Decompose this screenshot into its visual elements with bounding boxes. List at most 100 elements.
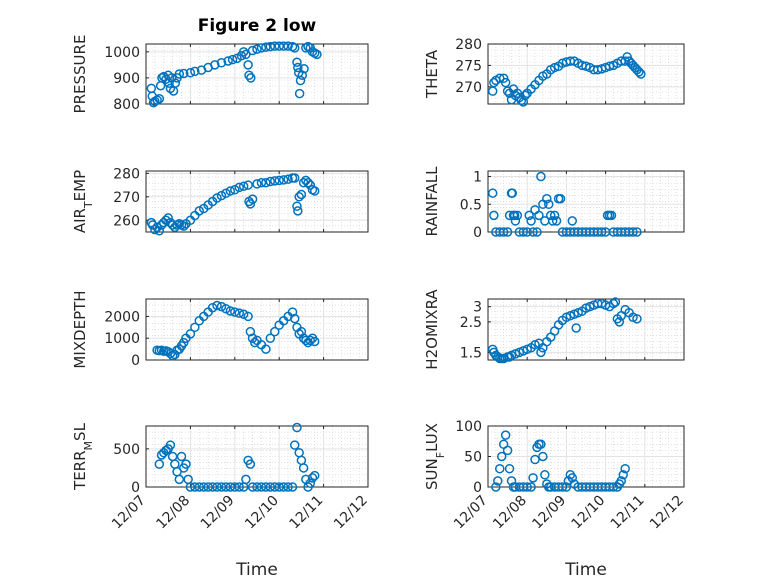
data-point xyxy=(532,227,542,237)
y-axis-label: AIRTEMP xyxy=(71,170,95,233)
x-tick-label: 12/12 xyxy=(647,493,687,533)
data-point xyxy=(157,73,167,83)
data-point xyxy=(270,326,280,337)
minor-grid xyxy=(487,43,685,105)
x-tick-label: 12/12 xyxy=(331,493,371,533)
y-axis-label: THETA xyxy=(423,49,441,99)
data-point xyxy=(194,482,205,492)
data-point xyxy=(243,180,253,190)
x-tick-label: 12/11 xyxy=(608,493,648,533)
data-series xyxy=(487,171,642,237)
data-point xyxy=(243,60,253,70)
data-point xyxy=(163,213,173,223)
data-point xyxy=(312,49,322,60)
data-point xyxy=(551,216,562,226)
data-point xyxy=(207,482,218,492)
data-point xyxy=(489,210,499,221)
data-series xyxy=(491,430,630,492)
axes-box xyxy=(145,170,369,233)
data-point xyxy=(212,482,222,492)
data-point xyxy=(234,182,244,193)
data-point xyxy=(223,56,233,66)
data-point xyxy=(270,176,280,186)
y-axis-label: RAINFALL xyxy=(423,166,441,237)
data-point xyxy=(241,474,251,485)
data-point xyxy=(536,347,546,358)
data-point xyxy=(170,459,180,469)
data-point xyxy=(252,482,262,492)
data-point xyxy=(287,482,298,492)
data-point xyxy=(524,210,534,221)
data-point xyxy=(518,97,529,107)
data-point xyxy=(536,439,546,450)
data-point xyxy=(520,90,530,101)
data-point xyxy=(620,463,630,474)
data-point xyxy=(244,70,254,81)
data-point xyxy=(289,173,300,183)
data-point xyxy=(246,73,256,83)
data-point xyxy=(198,482,209,492)
axes-box xyxy=(487,298,685,361)
y-tick-label: 800 xyxy=(113,97,140,113)
axes-box xyxy=(487,43,685,105)
y-tick-label: 260 xyxy=(113,213,140,229)
subplot-5: 0 1000 2000 MIXDEPTH xyxy=(71,290,369,369)
data-point xyxy=(154,94,165,104)
y-tick-label: 270 xyxy=(455,80,482,96)
data-point xyxy=(207,302,218,313)
data-point xyxy=(265,176,276,187)
data-point xyxy=(265,41,276,52)
data-point xyxy=(178,221,189,231)
data-point xyxy=(190,66,200,77)
data-point xyxy=(303,177,313,188)
y-axis-label: TERRMSL xyxy=(71,422,95,491)
data-point xyxy=(225,306,236,316)
y-axis-label: PRESSURE xyxy=(71,35,89,114)
y-axis-label: MIXDEPTH xyxy=(71,290,89,368)
y-tick-label: 2.5 xyxy=(460,315,482,331)
data-point xyxy=(298,463,309,473)
data-point xyxy=(247,194,258,204)
data-point xyxy=(510,216,521,226)
data-series xyxy=(487,52,646,107)
data-point xyxy=(299,64,309,74)
data-point xyxy=(606,210,617,221)
data-point xyxy=(178,68,189,79)
data-point xyxy=(212,300,222,311)
data-point xyxy=(500,77,511,88)
data-series xyxy=(146,41,322,108)
data-point xyxy=(289,440,300,450)
data-point xyxy=(305,335,316,346)
data-point xyxy=(185,482,196,492)
axes-box xyxy=(145,43,369,105)
data-point xyxy=(292,422,302,433)
data-point xyxy=(294,192,304,202)
data-point xyxy=(234,308,244,318)
data-point xyxy=(567,473,578,483)
data-point xyxy=(261,177,271,188)
data-point xyxy=(495,463,505,474)
data-point xyxy=(190,210,200,221)
data-point xyxy=(634,67,644,77)
data-point xyxy=(545,210,556,221)
minor-grid xyxy=(145,425,369,488)
data-point xyxy=(261,344,271,354)
data-point xyxy=(174,474,185,485)
data-point xyxy=(540,470,550,480)
data-series xyxy=(152,300,320,361)
data-point xyxy=(225,482,236,492)
data-point xyxy=(181,459,191,469)
x-tick-label: 12/11 xyxy=(287,493,327,533)
y-tick-label: 500 xyxy=(113,442,140,458)
data-point xyxy=(256,43,267,53)
data-point xyxy=(243,311,253,322)
y-tick-label: 280 xyxy=(455,37,482,53)
data-point xyxy=(526,482,536,492)
data-point xyxy=(164,78,174,88)
data-point xyxy=(547,216,558,226)
data-point xyxy=(245,199,256,209)
data-point xyxy=(227,54,238,65)
data-point xyxy=(174,69,185,79)
data-point xyxy=(156,450,167,460)
